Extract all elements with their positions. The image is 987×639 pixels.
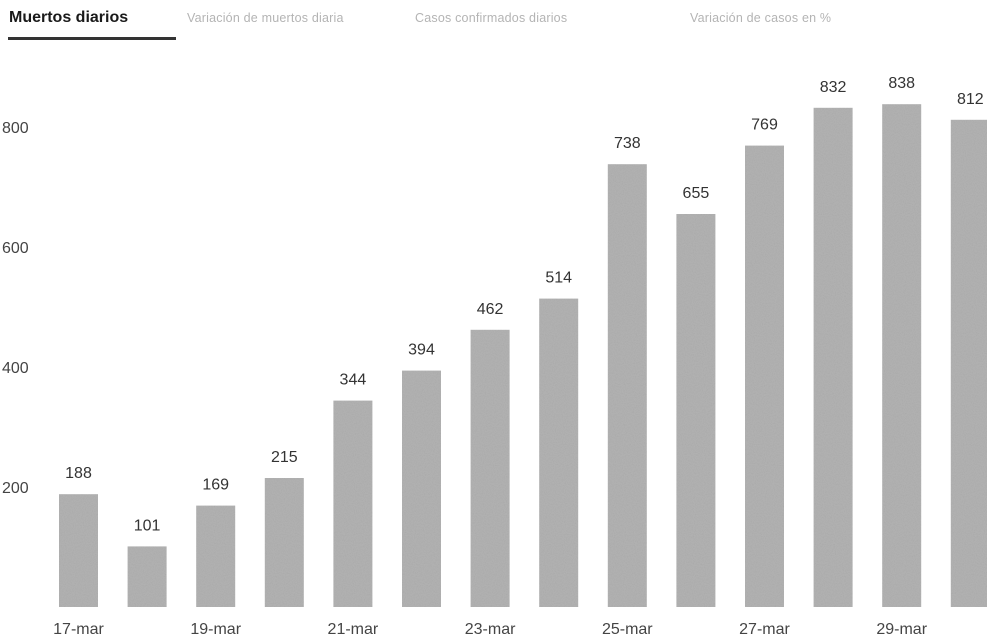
x-tick-label: 17-mar <box>53 621 104 638</box>
bar <box>196 505 236 607</box>
tab-variacion-muertos[interactable]: Variación de muertos diaria <box>187 11 344 25</box>
y-tick-label: 400 <box>2 360 29 377</box>
x-tick-label: 19-mar <box>190 621 241 638</box>
bars: 188 101 169 215 344 394 462 514 738 655 769 832 838 8… <box>59 75 987 608</box>
y-tick-label: 600 <box>2 240 29 257</box>
data-label: 394 <box>408 342 435 359</box>
data-label: 812 <box>957 91 984 108</box>
tab-casos-confirmados[interactable]: Casos confirmados diarios <box>415 11 568 25</box>
tab-variacion-casos[interactable]: Variación de casos en % <box>690 11 832 25</box>
bar <box>470 329 510 607</box>
chart-tabs: Muertos diarios Variación de muertos dia… <box>0 0 987 44</box>
x-axis: 17-mar 19-mar 21-mar 23-mar 25-mar 27-mar 29-m… <box>53 621 928 638</box>
bar <box>539 298 579 607</box>
x-tick-label: 29-mar <box>876 621 927 638</box>
bar <box>882 104 922 607</box>
data-label: 769 <box>751 117 778 134</box>
tab-muertos-diarios[interactable]: Muertos diarios <box>9 9 129 26</box>
y-tick-label: 200 <box>2 480 29 497</box>
data-label: 738 <box>614 135 641 152</box>
bar <box>813 107 853 608</box>
bar <box>607 164 647 607</box>
data-label: 215 <box>271 449 298 466</box>
data-label: 838 <box>888 75 915 92</box>
data-label: 188 <box>65 465 92 482</box>
bar <box>264 478 304 607</box>
x-tick-label: 23-mar <box>465 621 516 638</box>
bar <box>59 494 98 607</box>
bar <box>676 214 716 607</box>
x-tick-label: 25-mar <box>602 621 653 638</box>
bar <box>127 546 167 607</box>
y-tick-label: 800 <box>2 120 29 137</box>
data-label: 514 <box>545 270 572 287</box>
y-axis: 200 400 600 800 <box>2 120 29 497</box>
x-tick-label: 27-mar <box>739 621 790 638</box>
x-tick-label: 21-mar <box>328 621 379 638</box>
bar <box>402 370 441 607</box>
data-label: 344 <box>340 372 367 389</box>
bar <box>950 119 987 608</box>
data-label: 101 <box>134 517 161 534</box>
data-label: 462 <box>477 301 504 318</box>
data-label: 169 <box>202 477 229 494</box>
data-label: 655 <box>683 185 710 202</box>
data-label: 832 <box>820 79 847 96</box>
bar <box>745 145 784 607</box>
active-tab-underline <box>8 37 176 40</box>
bar <box>333 400 373 607</box>
